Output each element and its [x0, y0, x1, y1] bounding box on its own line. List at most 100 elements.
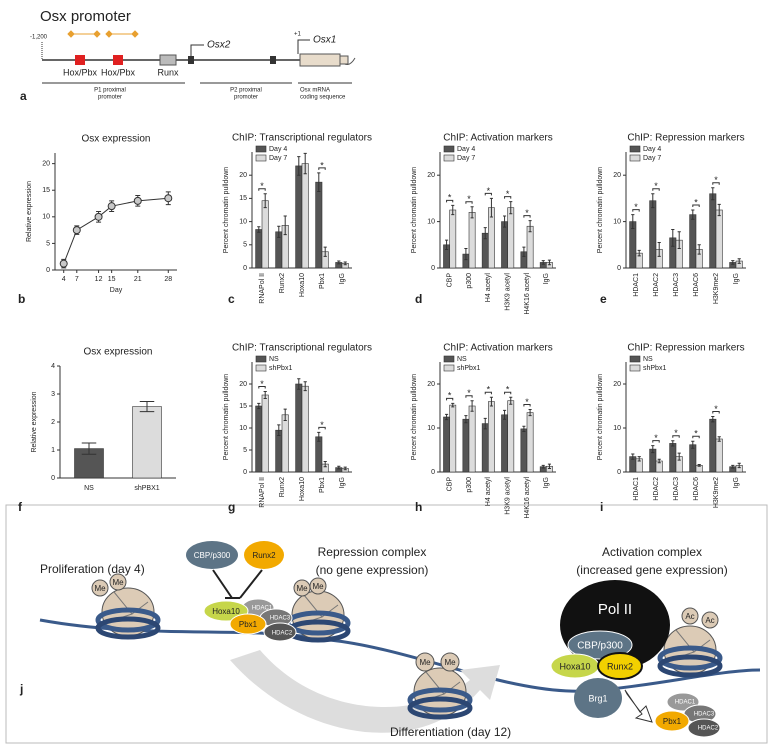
panel-j: Me Me Me Me Me Me Ac Ac Proliferation (d… [5, 504, 768, 744]
legend-label: Day 4 [643, 146, 661, 153]
complex-label: Activation complex [602, 545, 702, 559]
inhibition [212, 569, 263, 599]
bar [501, 414, 508, 473]
x-tick-label: H3K9me2 [713, 477, 720, 508]
y-tick-label: 0 [431, 265, 435, 272]
significance-label: * [654, 181, 658, 191]
y-tick-label: 0 [617, 265, 621, 272]
region-label: P1 proximal [94, 88, 126, 94]
legend-swatch [629, 364, 641, 372]
y-tick-label: 15 [42, 187, 50, 194]
tss-label: Osx2 [207, 40, 231, 51]
error-bar [737, 258, 741, 264]
error-bar [547, 259, 551, 266]
bar [709, 418, 717, 473]
x-tick-label: HDAC1 [633, 273, 640, 297]
significance-label: * [320, 420, 324, 430]
y-axis-label: Percent chromatin pulldown [411, 167, 418, 253]
legend-label: Day 7 [269, 155, 287, 162]
region-label: promoter [234, 95, 258, 101]
complex-label: (no gene expression) [316, 563, 429, 577]
significance-label: * [467, 388, 471, 398]
site-label: Hox/Pbx [101, 67, 136, 77]
protein-label: Runx2 [252, 551, 276, 560]
y-tick-label: 5 [243, 242, 247, 249]
x-tick-label: Hoxa10 [299, 477, 306, 501]
bar [526, 225, 534, 269]
error-bar [503, 215, 507, 228]
y-tick-label: 10 [239, 218, 247, 225]
legend-swatch [443, 364, 455, 372]
chart: ChIP: Transcriptional regulators g Percent… [223, 343, 372, 515]
panel-label: c [228, 292, 235, 306]
histone-mark: Me [112, 578, 124, 587]
x-tick-label: NS [84, 485, 94, 492]
tss-arrow [297, 39, 310, 54]
panel-label: i [600, 500, 603, 514]
significance-label: * [506, 385, 510, 395]
error-bar [297, 378, 301, 390]
protein-label: Pbx1 [663, 717, 682, 726]
protein [244, 541, 284, 569]
significance-bracket [465, 395, 473, 398]
y-tick-label: 4 [51, 363, 55, 370]
bar [295, 383, 303, 473]
error-bar [711, 416, 715, 423]
error-bar [470, 206, 474, 219]
error-bar [717, 203, 721, 217]
error-bar [631, 453, 635, 460]
protein-label: Pbx1 [239, 620, 258, 629]
legend-label: shPbx1 [643, 365, 666, 372]
error-bar [337, 260, 341, 265]
significance-label: * [634, 202, 638, 212]
hox-pbx-site [75, 55, 85, 65]
bar [507, 400, 515, 473]
protein [229, 613, 267, 635]
x-tick-label: H3K9me2 [713, 273, 720, 304]
significance-bracket [318, 167, 326, 170]
significance-bracket [484, 391, 492, 395]
y-tick-label: 1 [51, 447, 55, 454]
histone-mark: Ac [705, 616, 714, 625]
significance-bracket [672, 435, 680, 438]
x-tick-label: HDAC1 [633, 477, 640, 501]
bar [449, 404, 457, 473]
error-bar [697, 244, 701, 255]
error-bar [483, 227, 487, 240]
protein-label: Hoxa10 [559, 661, 590, 671]
region-label: P2 proximal [230, 88, 262, 94]
significance-bracket [523, 404, 531, 407]
legend-label: Day 7 [457, 155, 475, 162]
release-arrow [624, 689, 653, 723]
error-bar [343, 466, 347, 471]
y-axis-label: Relative expression [31, 391, 38, 452]
protein-label: HDAC3 [270, 616, 291, 622]
y-tick-label: 10 [239, 425, 247, 432]
bar [315, 436, 323, 473]
histone-marks [91, 573, 719, 672]
significance-label: * [467, 194, 471, 204]
x-tick-label: HDAC3 [673, 273, 680, 297]
bar [301, 163, 309, 269]
significance-label: * [448, 391, 452, 401]
bar [507, 207, 515, 269]
bar [462, 418, 470, 473]
x-tick-label: Hoxa10 [299, 273, 306, 297]
tss-arrow [190, 44, 204, 56]
x-tick-label: RNAPol II [259, 273, 266, 304]
bar [689, 444, 697, 473]
error-bar [522, 246, 526, 257]
x-tick-label: IgG [339, 273, 346, 284]
y-axis-label: Percent chromatin pulldown [223, 167, 230, 253]
panel-frame [5, 504, 768, 744]
legend-label: Day 4 [457, 146, 475, 153]
significance-label: * [714, 404, 718, 414]
legend-label: NS [269, 356, 279, 363]
protein-label: HDAC1 [675, 700, 696, 706]
significance-label: * [654, 433, 658, 443]
legend-swatch [629, 355, 641, 363]
chart-title: Osx expression [84, 347, 153, 358]
panel-label: f [18, 500, 23, 514]
region-label: coding sequence [300, 95, 346, 101]
